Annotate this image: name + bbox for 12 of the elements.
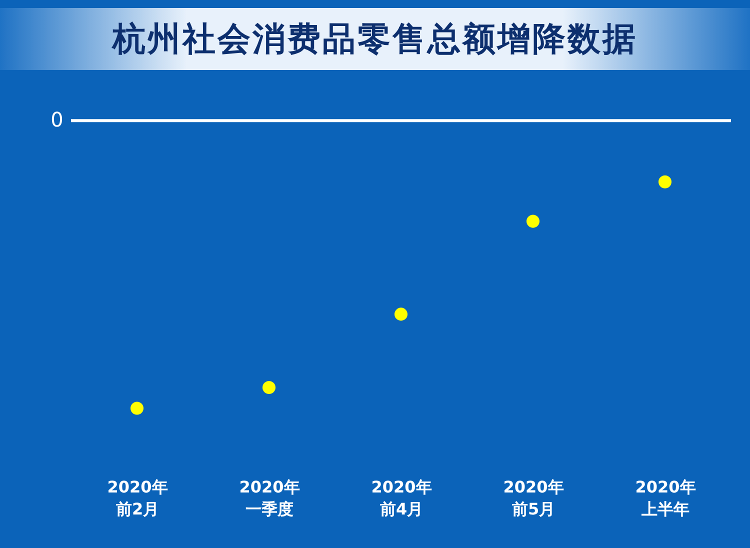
point <box>262 381 276 394</box>
point <box>526 214 540 228</box>
x-tick-label: 2020年前2月 <box>107 478 168 518</box>
point <box>658 175 672 188</box>
x-tick-label: 2020年上半年 <box>635 478 696 518</box>
chart-title: 杭州社会消费品零售总额增降数据 <box>0 8 750 70</box>
x-tick-label: 2020年前5月 <box>503 478 564 518</box>
point <box>130 402 144 415</box>
x-tick-label: 2020年一季度 <box>239 478 300 518</box>
point <box>394 308 408 321</box>
ref-line-label: 0 <box>50 108 64 132</box>
x-tick-label: 2020年前4月 <box>371 478 432 518</box>
